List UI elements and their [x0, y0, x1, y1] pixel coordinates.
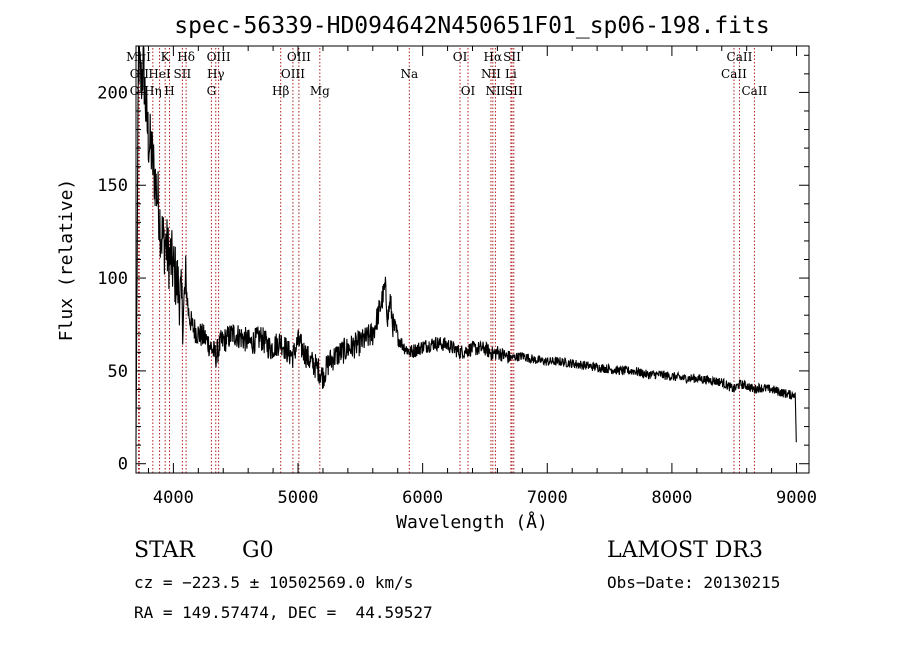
x-tick-label: 4000 — [153, 488, 194, 508]
line-marker-label: Hα — [484, 50, 503, 64]
chart-title: spec-56339-HD094642N450651F01_sp06-198.f… — [174, 13, 769, 39]
x-axis-ticks: 4000 5000 6000 7000 8000 9000 — [147, 46, 817, 508]
obs-date-text: Obs−Date: 20130215 — [607, 573, 781, 592]
object-class: STAR — [134, 538, 195, 563]
y-tick-label: 0 — [118, 455, 128, 475]
y-axis-ticks: 0 50 100 150 200 — [97, 54, 809, 475]
y-axis-label: Flux (relative) — [56, 179, 77, 342]
line-marker-label: Hδ — [177, 50, 195, 64]
line-marker-label: OIII — [207, 50, 231, 64]
survey-name: LAMOST DR3 — [607, 538, 763, 563]
line-marker-label: CaII — [727, 50, 753, 64]
x-tick-label: 6000 — [402, 488, 443, 508]
y-tick-label: 150 — [97, 176, 128, 196]
line-marker-label: Na — [400, 67, 418, 81]
line-marker-label: OIII — [287, 50, 311, 64]
line-marker-label: G — [207, 84, 217, 98]
line-marker-label: Mg — [310, 84, 330, 98]
y-tick-label: 200 — [97, 83, 128, 103]
line-marker-label: HeI — [148, 67, 171, 81]
line-marker-label: Li — [505, 67, 517, 81]
object-subclass: G0 — [242, 538, 274, 563]
x-tick-label: 8000 — [651, 488, 692, 508]
line-markers — [137, 48, 755, 473]
line-marker-label: K — [161, 50, 171, 64]
x-tick-label: 9000 — [776, 488, 817, 508]
coordinates-text: RA = 149.57474, DEC = 44.59527 — [134, 603, 433, 622]
y-tick-label: 50 — [108, 362, 128, 382]
line-marker-label: OI — [461, 84, 476, 98]
x-axis-label: Wavelength (Å) — [396, 511, 548, 533]
line-marker-label: Hγ — [207, 67, 225, 81]
line-marker-label: Hη — [144, 84, 162, 98]
line-marker-label: CaII — [741, 84, 767, 98]
y-tick-label: 100 — [97, 269, 128, 289]
line-marker-label: OIII — [281, 67, 305, 81]
spectrum-line — [135, 45, 797, 443]
line-marker-label: SII — [503, 50, 521, 64]
x-tick-label: 7000 — [527, 488, 568, 508]
plot-frame — [135, 45, 810, 474]
line-marker-label: NII — [485, 84, 505, 98]
line-marker-label: SII — [174, 67, 192, 81]
line-marker-label: SII — [505, 84, 523, 98]
line-marker-label: Hβ — [272, 84, 289, 98]
redshift-text: cz = −223.5 ± 10502569.0 km/s — [134, 573, 414, 592]
line-marker-label: NII — [481, 67, 501, 81]
x-tick-label: 5000 — [278, 488, 319, 508]
line-marker-label: CaII — [721, 67, 747, 81]
line-marker-label: OI — [453, 50, 468, 64]
line-marker-label: H — [164, 84, 174, 98]
